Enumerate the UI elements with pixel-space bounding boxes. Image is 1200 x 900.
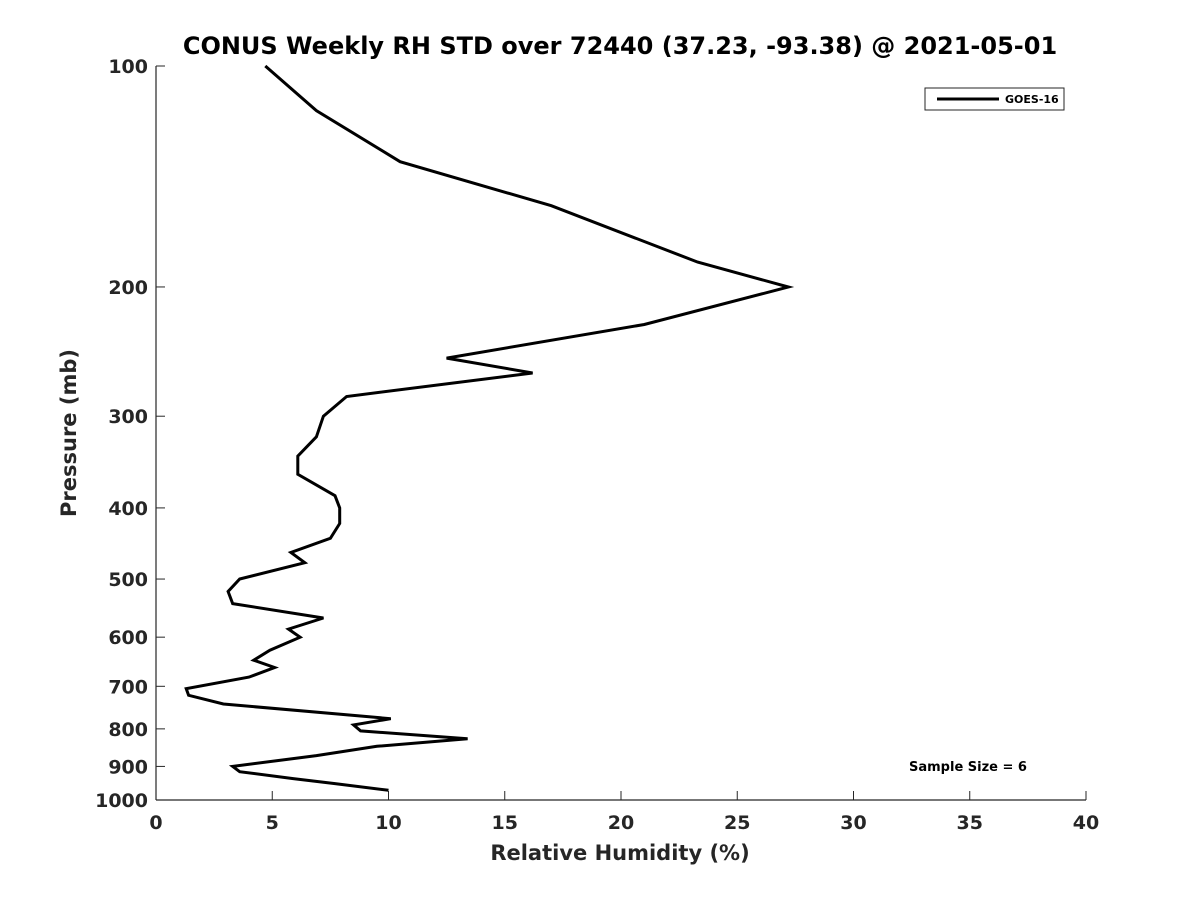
chart-title: CONUS Weekly RH STD over 72440 (37.23, -…	[183, 32, 1057, 60]
legend-label-goes-16: GOES-16	[1005, 93, 1059, 106]
axis-ticks: 0 5 10 15 20 25 30 35 40 100 200 300 400 500 600 700 800…	[95, 56, 1099, 834]
y-tick-label: 1000	[95, 790, 148, 812]
x-tick-label: 40	[1073, 812, 1099, 834]
y-tick-label: 300	[108, 406, 148, 428]
x-tick-label: 15	[492, 812, 518, 834]
y-tick-label: 500	[108, 569, 148, 591]
y-tick-label: 400	[108, 498, 148, 520]
x-axis-label: Relative Humidity (%)	[490, 841, 749, 865]
x-tick-label: 20	[608, 812, 634, 834]
x-tick-label: 5	[266, 812, 279, 834]
y-axis-label: Pressure (mb)	[57, 349, 81, 517]
y-tick-label: 600	[108, 627, 148, 649]
y-tick-label: 100	[108, 56, 148, 78]
y-tick-label: 200	[108, 277, 148, 299]
legend: GOES-16	[924, 87, 1065, 111]
y-tick-label: 700	[108, 676, 148, 698]
x-tick-label: 10	[375, 812, 401, 834]
sample-size-annotation: Sample Size = 6	[909, 760, 1027, 775]
x-tick-label: 0	[149, 812, 162, 834]
x-tick-label: 25	[724, 812, 750, 834]
x-tick-label: 35	[957, 812, 983, 834]
y-tick-label: 800	[108, 719, 148, 741]
series-layer	[184, 64, 795, 792]
x-tick-label: 30	[840, 812, 866, 834]
plot-axes	[155, 66, 1086, 801]
series-line-goes-16	[184, 64, 795, 792]
y-tick-label: 900	[108, 756, 148, 778]
